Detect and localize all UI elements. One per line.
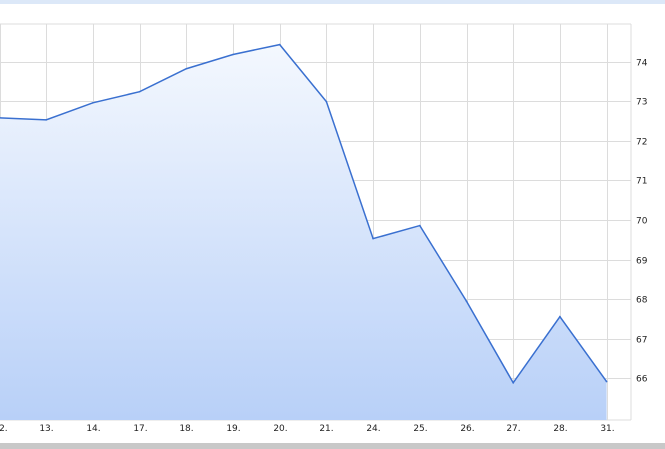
y-tick-label: 70 xyxy=(636,217,648,227)
data-point xyxy=(419,224,421,227)
data-point xyxy=(372,237,374,240)
data-point xyxy=(278,43,281,46)
data-point xyxy=(559,315,561,318)
x-axis: 12. 13. 14. 17. 18. 19. 20. 21. 24. 25. 26. 27. 28. 3… xyxy=(0,424,615,434)
data-point xyxy=(185,67,188,70)
data-point xyxy=(138,90,141,93)
series xyxy=(0,43,608,420)
y-tick-label: 68 xyxy=(636,296,648,306)
x-tick-label: 24. xyxy=(366,424,380,434)
x-tick-label: 12. xyxy=(0,424,8,434)
top-strip xyxy=(0,0,665,4)
x-tick-label: 20. xyxy=(273,424,287,434)
x-tick-label: 21. xyxy=(319,424,333,434)
y-tick-label: 66 xyxy=(636,375,648,385)
y-tick-label: 69 xyxy=(636,257,648,267)
x-tick-label: 17. xyxy=(133,424,147,434)
data-point xyxy=(45,119,47,121)
data-point xyxy=(512,381,514,384)
area-fill xyxy=(0,44,607,420)
x-tick-label: 31. xyxy=(600,424,614,434)
x-tick-label: 25. xyxy=(413,424,427,434)
x-tick-label: 14. xyxy=(86,424,100,434)
x-tick-label: 28. xyxy=(553,424,567,434)
x-tick-label: 19. xyxy=(226,424,240,434)
series-line xyxy=(0,43,608,385)
x-tick-label: 18. xyxy=(179,424,193,434)
data-point xyxy=(605,380,608,383)
data-point xyxy=(325,100,328,103)
y-tick-label: 67 xyxy=(636,336,647,346)
y-tick-label: 71 xyxy=(636,177,647,187)
data-point xyxy=(232,53,234,56)
y-tick-label: 74 xyxy=(636,59,648,69)
x-tick-label: 26. xyxy=(460,424,474,434)
y-tick-label: 73 xyxy=(636,98,647,108)
data-point xyxy=(92,102,94,104)
x-tick-label: 13. xyxy=(39,424,53,434)
y-axis: 66 67 68 69 70 71 72 73 74 xyxy=(636,59,648,385)
data-point xyxy=(465,300,468,303)
x-tick-label: 27. xyxy=(506,424,520,434)
y-tick-label: 72 xyxy=(636,138,647,148)
scrollbar[interactable] xyxy=(0,443,665,449)
